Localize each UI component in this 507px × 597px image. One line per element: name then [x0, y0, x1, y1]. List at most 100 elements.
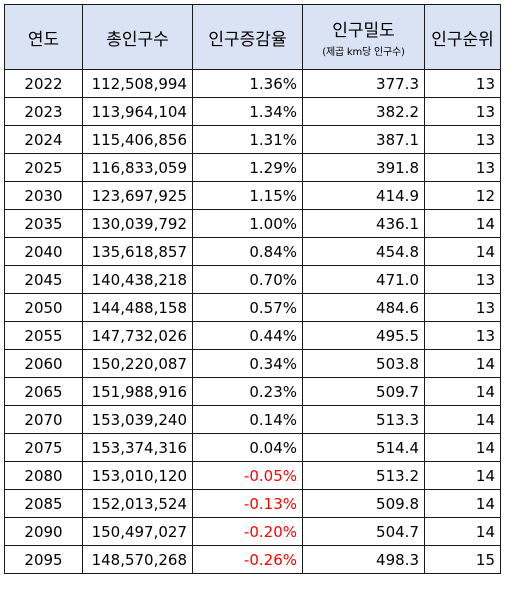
- growth-rate-cell: 1.15%: [192, 181, 303, 210]
- total-population-cell: 123,697,925: [82, 181, 193, 210]
- growth-rate-cell: 0.23%: [192, 377, 303, 406]
- total-population-cell: 152,013,524: [82, 489, 193, 518]
- total-population-cell: 153,374,316: [82, 433, 193, 462]
- total-population-cell: 150,220,087: [82, 349, 193, 378]
- total-population-cell: 112,508,994: [82, 69, 193, 98]
- growth-rate-cell: -0.05%: [192, 461, 303, 490]
- table-row: 2055 147,732,026 0.44% 495.5 13: [4, 321, 501, 350]
- rank-cell: 14: [424, 349, 501, 378]
- table-row: 2085 152,013,524 -0.13% 509.8 14: [4, 489, 501, 518]
- rank-cell: 14: [424, 489, 501, 518]
- rank-cell: 14: [424, 237, 501, 266]
- rank-cell: 14: [424, 461, 501, 490]
- density-cell: 391.8: [302, 153, 425, 182]
- density-cell: 484.6: [302, 293, 425, 322]
- rank-cell: 15: [424, 545, 501, 574]
- table-row: 2030 123,697,925 1.15% 414.9 12: [4, 181, 501, 210]
- density-cell: 504.7: [302, 517, 425, 546]
- density-cell: 436.1: [302, 209, 425, 238]
- rank-cell: 13: [424, 265, 501, 294]
- density-cell: 509.8: [302, 489, 425, 518]
- rank-cell: 14: [424, 405, 501, 434]
- total-population-cell: 116,833,059: [82, 153, 193, 182]
- rank-cell: 13: [424, 69, 501, 98]
- total-population-cell: 113,964,104: [82, 97, 193, 126]
- table-row: 2050 144,488,158 0.57% 484.6 13: [4, 293, 501, 322]
- table-row: 2045 140,438,218 0.70% 471.0 13: [4, 265, 501, 294]
- growth-rate-cell: 0.14%: [192, 405, 303, 434]
- rank-cell: 14: [424, 433, 501, 462]
- year-cell: 2090: [4, 517, 83, 546]
- growth-rate-cell: 1.36%: [192, 69, 303, 98]
- density-cell: 503.8: [302, 349, 425, 378]
- rank-cell: 12: [424, 181, 501, 210]
- header-density: 인구밀도 (제곱 km당 인구수): [302, 4, 425, 70]
- header-rank: 인구순위: [424, 4, 501, 70]
- density-cell: 495.5: [302, 321, 425, 350]
- year-cell: 2095: [4, 545, 83, 574]
- table-row: 2040 135,618,857 0.84% 454.8 14: [4, 237, 501, 266]
- density-cell: 414.9: [302, 181, 425, 210]
- density-cell: 513.3: [302, 405, 425, 434]
- population-projection-table: 연도 총인구수 인구증감율 인구밀도 (제곱 km당 인구수) 인구순위 202…: [4, 4, 501, 574]
- rank-cell: 13: [424, 97, 501, 126]
- table-row: 2070 153,039,240 0.14% 513.3 14: [4, 405, 501, 434]
- density-cell: 454.8: [302, 237, 425, 266]
- rank-cell: 14: [424, 209, 501, 238]
- growth-rate-cell: 1.29%: [192, 153, 303, 182]
- growth-rate-cell: 1.34%: [192, 97, 303, 126]
- growth-rate-cell: 0.44%: [192, 321, 303, 350]
- growth-rate-cell: 1.00%: [192, 209, 303, 238]
- year-cell: 2070: [4, 405, 83, 434]
- density-cell: 387.1: [302, 125, 425, 154]
- total-population-cell: 150,497,027: [82, 517, 193, 546]
- header-year: 연도: [4, 4, 83, 70]
- total-population-cell: 153,039,240: [82, 405, 193, 434]
- growth-rate-cell: 1.31%: [192, 125, 303, 154]
- density-cell: 509.7: [302, 377, 425, 406]
- year-cell: 2035: [4, 209, 83, 238]
- density-cell: 471.0: [302, 265, 425, 294]
- total-population-cell: 115,406,856: [82, 125, 193, 154]
- growth-rate-cell: -0.26%: [192, 545, 303, 574]
- total-population-cell: 140,438,218: [82, 265, 193, 294]
- year-cell: 2025: [4, 153, 83, 182]
- table-row: 2022 112,508,994 1.36% 377.3 13: [4, 69, 501, 98]
- table-row: 2075 153,374,316 0.04% 514.4 14: [4, 433, 501, 462]
- growth-rate-cell: 0.04%: [192, 433, 303, 462]
- total-population-cell: 147,732,026: [82, 321, 193, 350]
- table-row: 2095 148,570,268 -0.26% 498.3 15: [4, 545, 501, 574]
- total-population-cell: 151,988,916: [82, 377, 193, 406]
- growth-rate-cell: -0.13%: [192, 489, 303, 518]
- year-cell: 2030: [4, 181, 83, 210]
- header-total-population: 총인구수: [82, 4, 193, 70]
- year-cell: 2022: [4, 69, 83, 98]
- table-row: 2035 130,039,792 1.00% 436.1 14: [4, 209, 501, 238]
- table-row: 2090 150,497,027 -0.20% 504.7 14: [4, 517, 501, 546]
- year-cell: 2085: [4, 489, 83, 518]
- year-cell: 2024: [4, 125, 83, 154]
- year-cell: 2075: [4, 433, 83, 462]
- total-population-cell: 130,039,792: [82, 209, 193, 238]
- total-population-cell: 144,488,158: [82, 293, 193, 322]
- population-table-container: 연도 총인구수 인구증감율 인구밀도 (제곱 km당 인구수) 인구순위 202…: [4, 4, 501, 574]
- header-density-subtitle: (제곱 km당 인구수): [322, 47, 405, 58]
- growth-rate-cell: 0.70%: [192, 265, 303, 294]
- year-cell: 2045: [4, 265, 83, 294]
- year-cell: 2065: [4, 377, 83, 406]
- header-row: 연도 총인구수 인구증감율 인구밀도 (제곱 km당 인구수) 인구순위: [4, 4, 501, 70]
- total-population-cell: 153,010,120: [82, 461, 193, 490]
- growth-rate-cell: 0.57%: [192, 293, 303, 322]
- year-cell: 2050: [4, 293, 83, 322]
- header-growth-rate: 인구증감율: [192, 4, 303, 70]
- growth-rate-cell: 0.34%: [192, 349, 303, 378]
- density-cell: 377.3: [302, 69, 425, 98]
- density-cell: 514.4: [302, 433, 425, 462]
- rank-cell: 13: [424, 321, 501, 350]
- table-row: 2065 151,988,916 0.23% 509.7 14: [4, 377, 501, 406]
- year-cell: 2055: [4, 321, 83, 350]
- year-cell: 2060: [4, 349, 83, 378]
- rank-cell: 14: [424, 517, 501, 546]
- year-cell: 2040: [4, 237, 83, 266]
- density-cell: 382.2: [302, 97, 425, 126]
